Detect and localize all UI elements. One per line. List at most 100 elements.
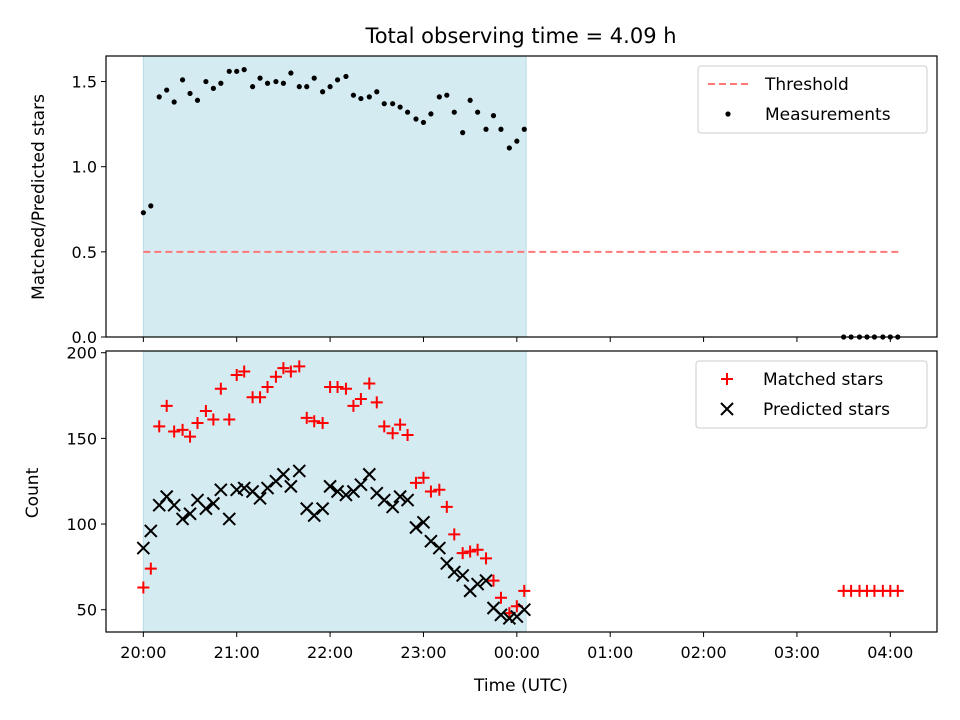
predicted-star-point: [455, 568, 470, 583]
measurement-point: [521, 126, 527, 132]
measurement-point: [156, 94, 162, 100]
predicted-star-point: [260, 481, 275, 495]
matched-star-point: [433, 483, 446, 496]
matched-star-point: [386, 427, 399, 440]
predicted-star-point: [144, 524, 158, 538]
measurement-point: [264, 80, 271, 86]
matched-star-point: [184, 430, 197, 443]
bottom-y-axis-label: Count: [23, 467, 43, 518]
measurement-point: [366, 94, 372, 100]
y-tick-label: 0.0: [72, 328, 97, 347]
legend-threshold-label: Threshold: [764, 75, 849, 95]
matched-star-point: [456, 547, 469, 560]
measurement-point: [381, 101, 387, 107]
matched-star-point: [370, 396, 383, 409]
matched-star-point: [464, 545, 477, 558]
predicted-star-point: [206, 496, 221, 511]
x-tick-label: 21:00: [214, 643, 260, 662]
matched-star-point: [378, 420, 391, 433]
chart-title: Total observing time = 4.09 h: [364, 24, 676, 48]
matched-star-point: [230, 368, 243, 381]
matched-star-point: [448, 528, 461, 541]
matched-star-point: [409, 476, 422, 489]
measurement-point: [514, 138, 520, 144]
measurement-point: [327, 84, 333, 90]
x-tick-label: 02:00: [681, 643, 727, 662]
x-tick-label: 20:00: [120, 643, 166, 662]
measurement-point: [218, 80, 224, 86]
matched-star-point: [254, 391, 267, 404]
y-tick-label: 1.0: [72, 158, 97, 177]
matched-star-point: [331, 380, 344, 393]
measurement-point: [490, 113, 497, 119]
matched-star-point: [417, 471, 430, 484]
measurement-point: [444, 92, 450, 98]
predicted-star-point: [307, 508, 321, 523]
matched-star-point: [160, 399, 173, 412]
matched-star-point: [401, 428, 414, 441]
predicted-star-point: [362, 467, 377, 482]
predicted-star-point: [276, 467, 291, 482]
observing-window-band: [142, 55, 527, 338]
predicted-star-point: [354, 477, 368, 492]
measurement-point: [140, 210, 146, 216]
x-axis-label: Time (UTC): [473, 676, 568, 696]
top-y-axis-label: Matched/Predicted stars: [29, 94, 49, 300]
measurement-point: [451, 109, 457, 115]
matched-star-point: [480, 552, 493, 565]
x-tick-label: 01:00: [587, 643, 633, 662]
matched-star-point: [137, 581, 150, 594]
predicted-star-point: [409, 520, 423, 535]
measurement-point: [397, 104, 403, 110]
measurement-point: [413, 116, 419, 122]
measurement-point: [343, 73, 349, 80]
axes-frame: [105, 350, 938, 633]
measurement-point: [483, 126, 489, 132]
y-tick-label: 100: [66, 515, 97, 534]
predicted-star-point: [253, 491, 267, 506]
matched-star-point: [144, 562, 157, 575]
matched-star-point: [300, 411, 313, 424]
matched-star-point: [261, 380, 274, 393]
matched-star-point: [168, 425, 181, 438]
predicted-star-point: [416, 515, 431, 530]
matched-star-point: [293, 360, 306, 373]
legend-matched-swatch: [721, 373, 733, 385]
measurement-point: [241, 67, 247, 73]
legend-predicted-label: Predicted stars: [763, 400, 890, 420]
legend-box: [695, 360, 928, 429]
measurement-point: [358, 95, 364, 102]
measurement-point: [179, 77, 186, 83]
measurement-point: [311, 75, 317, 81]
measurement-point: [350, 92, 357, 98]
predicted-star-point: [470, 577, 485, 591]
predicted-star-point: [284, 479, 298, 494]
axes-frame: [105, 55, 938, 338]
matched-star-point: [284, 365, 297, 378]
measurement-point: [374, 89, 380, 95]
top-panel: 0.0 0.5 1.0 1.5 Threshold Measurements: [72, 55, 938, 347]
legend-box: [697, 65, 928, 134]
legend-predicted-swatch: [720, 402, 734, 416]
matched-star-point: [354, 392, 367, 405]
measurement-point: [428, 111, 434, 117]
measurement-point: [257, 75, 263, 81]
measurement-point: [234, 68, 240, 74]
predicted-star-point: [323, 479, 337, 494]
predicted-star-point: [377, 493, 391, 507]
x-tick-label: 04:00: [867, 643, 913, 662]
predicted-star-point: [330, 484, 345, 499]
legend-measurements-label: Measurements: [765, 105, 891, 125]
measurement-point: [467, 97, 473, 103]
predicted-star-point: [292, 464, 306, 478]
measurement-point: [390, 101, 396, 107]
measurement-point: [194, 97, 201, 103]
measurement-point: [334, 77, 341, 83]
measurement-point: [148, 203, 154, 209]
predicted-star-point: [237, 481, 251, 495]
matched-star-point: [269, 370, 282, 383]
legend-measurements-swatch: [725, 111, 731, 117]
y-tick-label: 150: [66, 429, 97, 448]
predicted-star-point: [517, 603, 532, 617]
measurement-point: [404, 109, 411, 115]
